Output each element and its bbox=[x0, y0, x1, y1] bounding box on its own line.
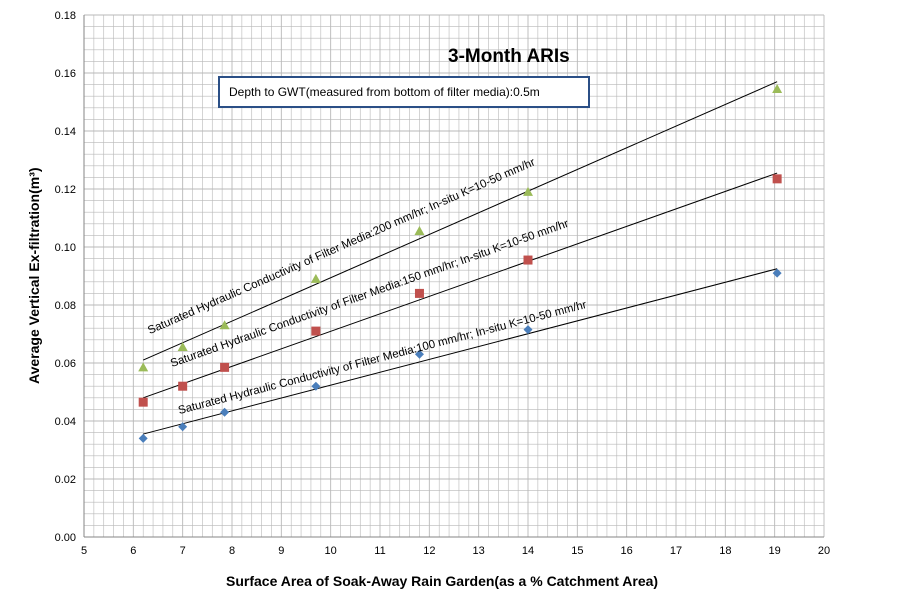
data-point-square bbox=[138, 397, 148, 407]
data-point-triangle bbox=[414, 226, 425, 236]
y-tick-label: 0.00 bbox=[55, 532, 76, 544]
data-point-triangle bbox=[177, 342, 188, 352]
data-point-diamond bbox=[311, 381, 321, 391]
x-tick-label: 5 bbox=[81, 545, 87, 557]
y-tick-label: 0.14 bbox=[55, 126, 76, 138]
data-point-diamond bbox=[523, 325, 533, 335]
data-point-square bbox=[311, 326, 321, 336]
y-tick-label: 0.06 bbox=[55, 358, 76, 370]
x-tick-label: 16 bbox=[621, 545, 633, 557]
trendlines bbox=[142, 81, 778, 435]
data-point-diamond bbox=[178, 422, 188, 432]
x-tick-label: 11 bbox=[374, 545, 385, 557]
data-point-square bbox=[414, 288, 424, 298]
x-tick-label: 17 bbox=[670, 545, 682, 557]
data-points bbox=[138, 83, 783, 443]
y-tick-label: 0.18 bbox=[55, 10, 76, 22]
data-point-square bbox=[220, 362, 230, 372]
grid-lines bbox=[83, 14, 825, 538]
data-point-diamond bbox=[772, 268, 782, 278]
x-tick-label: 9 bbox=[278, 545, 284, 557]
data-point-triangle bbox=[310, 273, 321, 283]
x-tick-label: 18 bbox=[719, 545, 731, 557]
x-tick-label: 15 bbox=[571, 545, 583, 557]
x-tick-label: 20 bbox=[818, 545, 830, 557]
x-tick-label: 12 bbox=[423, 545, 435, 557]
trendline bbox=[143, 268, 778, 435]
data-point-triangle bbox=[219, 320, 230, 330]
x-tick-label: 7 bbox=[180, 545, 186, 557]
data-point-triangle bbox=[138, 362, 149, 372]
y-tick-label: 0.04 bbox=[55, 416, 76, 428]
trendline bbox=[142, 81, 778, 361]
data-point-diamond bbox=[414, 349, 424, 359]
data-point-square bbox=[178, 381, 188, 391]
data-point-triangle bbox=[523, 186, 533, 196]
x-tick-label: 14 bbox=[522, 545, 534, 557]
x-tick-label: 19 bbox=[769, 545, 781, 557]
depth-annotation: Depth to GWT(measured from bottom of fil… bbox=[218, 76, 590, 108]
axes bbox=[83, 15, 824, 538]
data-point-diamond bbox=[138, 433, 148, 443]
y-tick-label: 0.12 bbox=[55, 184, 76, 196]
chart-title: 3-Month ARIs bbox=[448, 46, 570, 67]
data-point-diamond bbox=[220, 407, 230, 417]
x-axis-title: Surface Area of Soak-Away Rain Garden(as… bbox=[226, 573, 659, 589]
x-tick-label: 13 bbox=[473, 545, 485, 557]
x-tick-label: 6 bbox=[130, 545, 136, 557]
y-axis-title: Average Vertical Ex-filtration(m³) bbox=[26, 167, 42, 385]
x-tick-label: 8 bbox=[229, 545, 235, 557]
y-tick-label: 0.16 bbox=[55, 68, 76, 80]
y-tick-label: 0.08 bbox=[55, 300, 76, 312]
data-point-square bbox=[523, 255, 533, 265]
tick-labels: 5 6 7 8 9 10 11 12 13 14 15 16 17 18 19 20 0.00 0.02 0.04 0… bbox=[55, 10, 831, 557]
y-tick-label: 0.10 bbox=[55, 242, 76, 254]
x-tick-label: 10 bbox=[325, 545, 337, 557]
trendline bbox=[143, 172, 778, 399]
data-point-triangle bbox=[772, 83, 783, 93]
y-tick-label: 0.02 bbox=[55, 474, 76, 486]
data-point-square bbox=[772, 174, 782, 184]
